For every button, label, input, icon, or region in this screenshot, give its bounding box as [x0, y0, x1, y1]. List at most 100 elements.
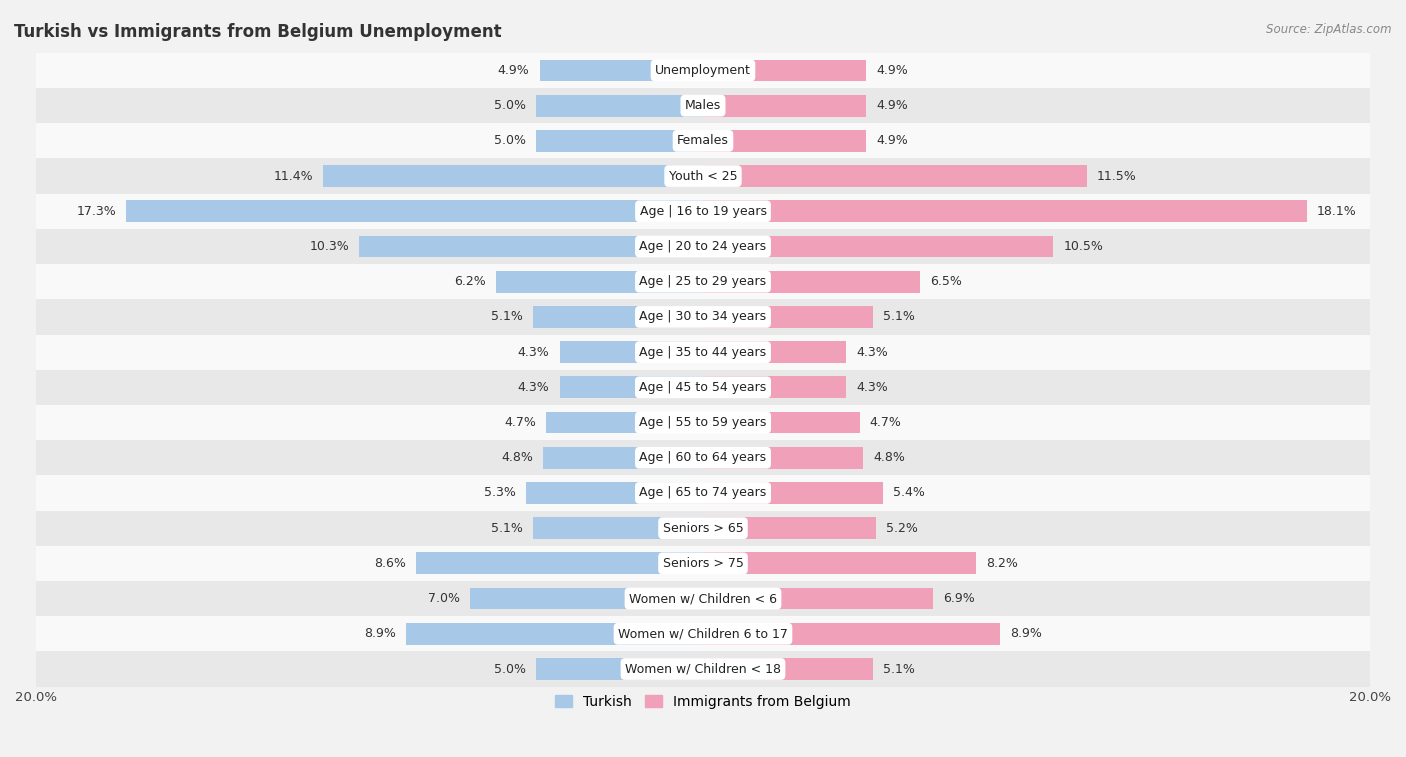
- Bar: [37, 299, 1369, 335]
- Bar: [703, 165, 1087, 187]
- Bar: [37, 53, 1369, 88]
- Bar: [703, 271, 920, 293]
- Bar: [37, 369, 1369, 405]
- Text: 8.9%: 8.9%: [364, 628, 396, 640]
- Bar: [543, 447, 703, 469]
- Text: Females: Females: [678, 135, 728, 148]
- Bar: [560, 341, 703, 363]
- Bar: [533, 306, 703, 328]
- Text: Age | 55 to 59 years: Age | 55 to 59 years: [640, 416, 766, 429]
- Bar: [703, 376, 846, 398]
- Text: Age | 35 to 44 years: Age | 35 to 44 years: [640, 346, 766, 359]
- Bar: [37, 158, 1369, 194]
- Text: 5.2%: 5.2%: [886, 522, 918, 534]
- Text: 5.4%: 5.4%: [893, 487, 925, 500]
- Bar: [37, 616, 1369, 651]
- Text: 4.8%: 4.8%: [501, 451, 533, 464]
- Bar: [703, 95, 866, 117]
- Bar: [37, 581, 1369, 616]
- Text: 5.1%: 5.1%: [883, 662, 915, 675]
- Bar: [37, 475, 1369, 510]
- Text: Age | 16 to 19 years: Age | 16 to 19 years: [640, 205, 766, 218]
- Bar: [37, 264, 1369, 299]
- Bar: [703, 553, 977, 575]
- Text: Women w/ Children < 6: Women w/ Children < 6: [628, 592, 778, 605]
- Text: 6.2%: 6.2%: [454, 276, 486, 288]
- Text: 5.0%: 5.0%: [495, 99, 526, 112]
- Bar: [37, 405, 1369, 440]
- Text: 4.3%: 4.3%: [856, 346, 889, 359]
- Text: 10.3%: 10.3%: [309, 240, 350, 253]
- Text: 6.9%: 6.9%: [943, 592, 974, 605]
- Text: 4.9%: 4.9%: [498, 64, 530, 77]
- Bar: [703, 517, 876, 539]
- Bar: [127, 201, 703, 223]
- Text: Turkish vs Immigrants from Belgium Unemployment: Turkish vs Immigrants from Belgium Unemp…: [14, 23, 502, 41]
- Bar: [560, 376, 703, 398]
- Text: Youth < 25: Youth < 25: [669, 170, 737, 182]
- Text: 5.1%: 5.1%: [491, 522, 523, 534]
- Text: Source: ZipAtlas.com: Source: ZipAtlas.com: [1267, 23, 1392, 36]
- Text: Seniors > 65: Seniors > 65: [662, 522, 744, 534]
- Bar: [37, 440, 1369, 475]
- Text: 18.1%: 18.1%: [1316, 205, 1357, 218]
- Bar: [470, 587, 703, 609]
- Text: 4.8%: 4.8%: [873, 451, 905, 464]
- Text: 4.3%: 4.3%: [517, 346, 550, 359]
- Bar: [37, 194, 1369, 229]
- Text: Age | 20 to 24 years: Age | 20 to 24 years: [640, 240, 766, 253]
- Text: Women w/ Children 6 to 17: Women w/ Children 6 to 17: [619, 628, 787, 640]
- Legend: Turkish, Immigrants from Belgium: Turkish, Immigrants from Belgium: [550, 690, 856, 715]
- Bar: [37, 510, 1369, 546]
- Text: 4.9%: 4.9%: [876, 135, 908, 148]
- Bar: [37, 229, 1369, 264]
- Bar: [536, 658, 703, 680]
- Bar: [703, 447, 863, 469]
- Text: 5.1%: 5.1%: [883, 310, 915, 323]
- Bar: [703, 201, 1306, 223]
- Bar: [703, 235, 1053, 257]
- Text: 7.0%: 7.0%: [427, 592, 460, 605]
- Text: 10.5%: 10.5%: [1063, 240, 1104, 253]
- Bar: [37, 123, 1369, 158]
- Text: Age | 30 to 34 years: Age | 30 to 34 years: [640, 310, 766, 323]
- Bar: [703, 623, 1000, 645]
- Bar: [703, 130, 866, 152]
- Text: 8.2%: 8.2%: [987, 557, 1018, 570]
- Text: 5.0%: 5.0%: [495, 662, 526, 675]
- Text: 8.9%: 8.9%: [1010, 628, 1042, 640]
- Text: Age | 45 to 54 years: Age | 45 to 54 years: [640, 381, 766, 394]
- Bar: [37, 88, 1369, 123]
- Bar: [526, 482, 703, 504]
- Text: Age | 60 to 64 years: Age | 60 to 64 years: [640, 451, 766, 464]
- Text: 4.9%: 4.9%: [876, 64, 908, 77]
- Bar: [547, 412, 703, 434]
- Bar: [406, 623, 703, 645]
- Text: 5.1%: 5.1%: [491, 310, 523, 323]
- Text: 4.3%: 4.3%: [517, 381, 550, 394]
- Text: 4.7%: 4.7%: [870, 416, 901, 429]
- Text: 17.3%: 17.3%: [76, 205, 117, 218]
- Text: 6.5%: 6.5%: [929, 276, 962, 288]
- Text: Males: Males: [685, 99, 721, 112]
- Bar: [536, 130, 703, 152]
- Bar: [536, 95, 703, 117]
- Bar: [37, 651, 1369, 687]
- Text: Unemployment: Unemployment: [655, 64, 751, 77]
- Text: 5.3%: 5.3%: [484, 487, 516, 500]
- Bar: [496, 271, 703, 293]
- Bar: [37, 335, 1369, 369]
- Bar: [703, 60, 866, 81]
- Bar: [703, 306, 873, 328]
- Bar: [416, 553, 703, 575]
- Bar: [703, 482, 883, 504]
- Bar: [360, 235, 703, 257]
- Bar: [37, 546, 1369, 581]
- Bar: [703, 658, 873, 680]
- Bar: [540, 60, 703, 81]
- Text: 11.4%: 11.4%: [273, 170, 312, 182]
- Bar: [703, 587, 934, 609]
- Text: 5.0%: 5.0%: [495, 135, 526, 148]
- Text: Women w/ Children < 18: Women w/ Children < 18: [626, 662, 780, 675]
- Text: Age | 25 to 29 years: Age | 25 to 29 years: [640, 276, 766, 288]
